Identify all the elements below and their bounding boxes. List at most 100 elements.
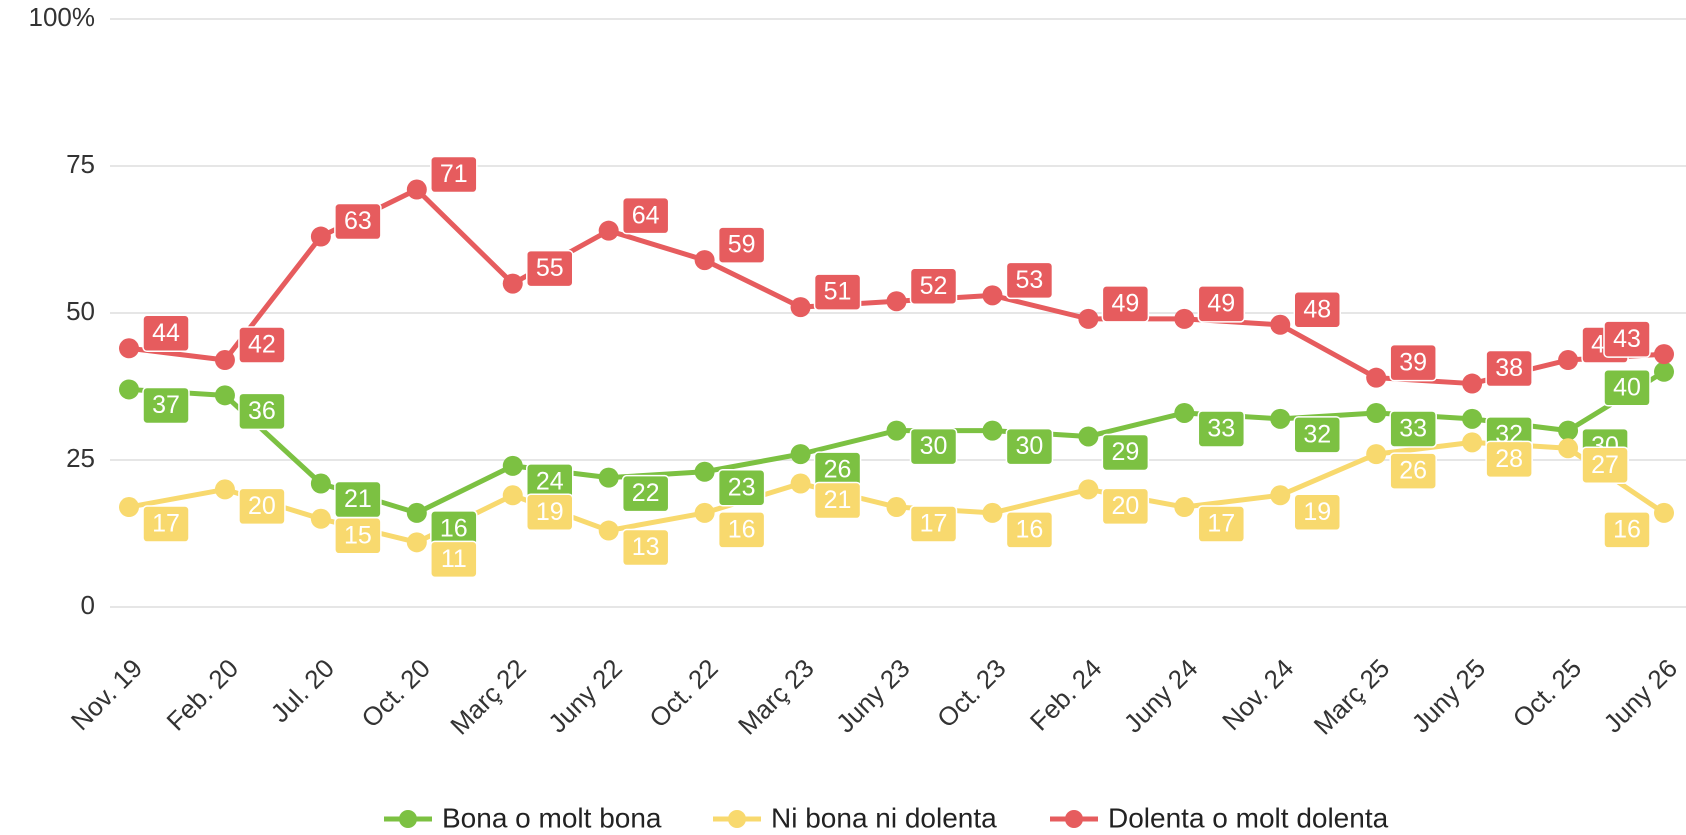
data-label-text: 40 xyxy=(1613,373,1641,401)
data-label-box xyxy=(1101,487,1150,526)
data-label: 30 xyxy=(1005,427,1054,466)
data-label-text: 30 xyxy=(920,432,948,460)
point xyxy=(502,485,523,506)
x-tick-label: Feb. 24 xyxy=(1024,653,1108,737)
data-label-box xyxy=(238,392,286,431)
point xyxy=(1558,438,1579,459)
data-label-text: 55 xyxy=(536,254,564,282)
legend-label: Dolenta o molt dolenta xyxy=(1108,802,1389,833)
x-tick-label: Març 23 xyxy=(732,653,820,741)
x-tick-label: Nov. 24 xyxy=(1216,653,1299,736)
data-label-text: 43 xyxy=(1613,325,1641,353)
point xyxy=(406,179,427,200)
point xyxy=(790,297,811,318)
data-label-text: 42 xyxy=(248,331,276,359)
point xyxy=(1462,373,1483,394)
point xyxy=(982,285,1003,306)
point xyxy=(310,473,331,494)
data-label-text: 71 xyxy=(440,160,468,188)
data-label-text: 38 xyxy=(1495,354,1523,382)
x-tick-label: Jul. 20 xyxy=(265,653,340,728)
point xyxy=(598,467,619,488)
point xyxy=(502,273,523,294)
point xyxy=(1462,432,1483,453)
data-label: 20 xyxy=(1101,487,1150,526)
data-label-text: 26 xyxy=(824,456,852,484)
data-label: 43 xyxy=(1603,320,1651,358)
point xyxy=(119,497,139,518)
data-label-box xyxy=(1101,285,1150,323)
data-label-text: 32 xyxy=(1303,420,1331,448)
data-label-box xyxy=(909,505,958,543)
data-label-text: 19 xyxy=(1303,498,1331,526)
data-label: 48 xyxy=(1293,291,1341,329)
data-label-text: 28 xyxy=(1495,445,1523,473)
x-tick-label: Març 25 xyxy=(1308,653,1396,741)
point xyxy=(214,350,235,371)
data-label-box xyxy=(717,469,766,507)
data-label: 17 xyxy=(142,505,190,543)
point xyxy=(1078,426,1099,447)
data-label: 71 xyxy=(430,155,478,194)
data-label-box xyxy=(526,249,574,288)
point xyxy=(1270,485,1291,506)
data-label-text: 51 xyxy=(824,278,852,306)
data-label-box xyxy=(430,540,478,579)
data-label-text: 36 xyxy=(248,397,276,425)
data-label-text: 39 xyxy=(1399,348,1427,376)
data-label-box xyxy=(909,267,958,305)
data-label-text: 29 xyxy=(1111,438,1139,466)
data-label-text: 20 xyxy=(248,492,276,520)
data-label-text: 63 xyxy=(344,207,372,235)
data-label: 33 xyxy=(1197,410,1246,448)
data-label-box xyxy=(813,481,862,520)
y-tick-label: 50 xyxy=(66,296,95,326)
data-label-box xyxy=(813,273,862,311)
point xyxy=(790,444,811,465)
data-label: 32 xyxy=(1293,416,1341,454)
data-label: 63 xyxy=(334,202,382,241)
point xyxy=(1366,367,1387,388)
point xyxy=(982,420,1003,441)
data-label-box xyxy=(142,386,190,425)
point xyxy=(406,532,427,553)
data-label-text: 21 xyxy=(344,485,372,513)
x-tick-label: Oct. 22 xyxy=(643,653,723,733)
legend-label: Ni bona ni dolenta xyxy=(771,802,997,833)
data-label-text: 33 xyxy=(1207,415,1235,443)
point xyxy=(1366,444,1387,465)
data-label-box xyxy=(238,326,286,364)
point xyxy=(1174,308,1195,329)
y-tick-label: 75 xyxy=(66,149,95,179)
data-label: 39 xyxy=(1389,343,1437,382)
x-tick-label: Oct. 20 xyxy=(355,653,435,733)
data-label-box xyxy=(1389,452,1437,490)
data-label-text: 13 xyxy=(632,533,660,561)
data-label-text: 16 xyxy=(728,516,756,544)
point xyxy=(1078,479,1099,500)
point xyxy=(119,379,139,400)
data-label-text: 44 xyxy=(152,319,180,347)
y-tick-label: 100% xyxy=(29,2,96,32)
point xyxy=(310,226,331,247)
point xyxy=(1558,350,1579,371)
data-label-text: 11 xyxy=(441,545,467,573)
data-label: 11 xyxy=(430,540,478,579)
data-label-box xyxy=(1485,349,1533,388)
point xyxy=(1654,361,1674,382)
data-label: 51 xyxy=(813,273,862,311)
data-label: 16 xyxy=(430,510,478,548)
data-label: 33 xyxy=(1389,410,1437,448)
data-label-box xyxy=(1293,291,1341,329)
x-tick-label: Juny 24 xyxy=(1118,653,1204,739)
data-label-text: 17 xyxy=(152,510,180,538)
legend-marker xyxy=(728,810,746,828)
data-label-box xyxy=(621,196,670,235)
data-label-box xyxy=(142,314,190,353)
data-label-text: 37 xyxy=(152,391,180,419)
data-label-box xyxy=(909,427,958,466)
point xyxy=(1270,408,1291,429)
data-label-box xyxy=(1197,505,1246,543)
point xyxy=(1366,402,1387,423)
